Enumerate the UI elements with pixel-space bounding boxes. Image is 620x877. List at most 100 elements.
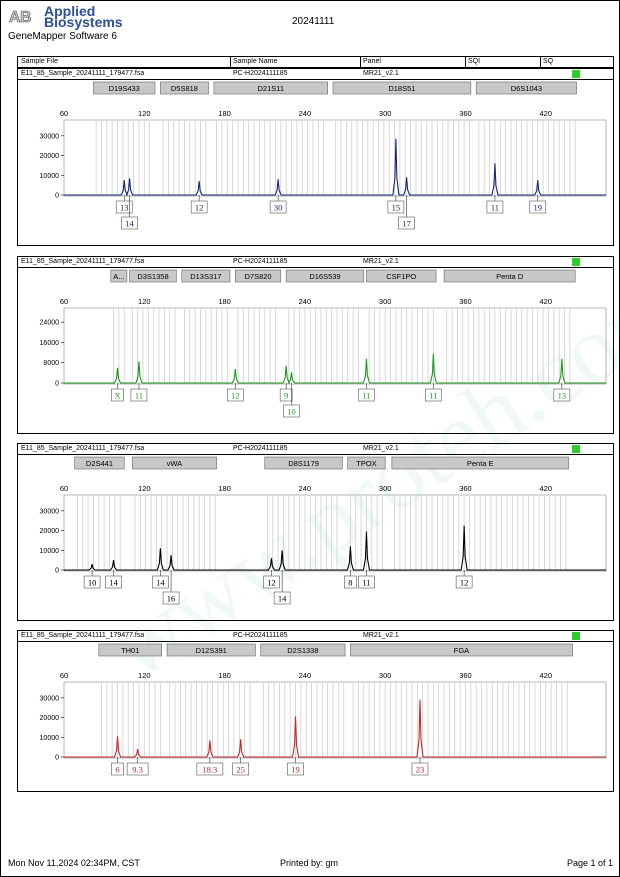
marker-label: D13S317 [190,272,221,281]
marker-bar: D21S11 [213,81,328,95]
allele-label: 8 [348,578,352,588]
marker-bar-rect [332,81,472,95]
marker-bar: Penta D [443,269,576,283]
x-tick-label: 60 [60,484,68,493]
col-sample-name: Sample Name [233,58,278,65]
allele-label: 11 [429,391,437,401]
allele-label: 25 [236,765,245,775]
x-tick-label: 240 [299,484,312,493]
marker-label: CSF1PO [386,272,416,281]
x-tick-label: 300 [379,671,392,680]
marker-label: A... [113,272,124,281]
allele-label: 12 [231,391,240,401]
marker-bar-rect [160,81,209,95]
marker-bar: CSF1PO [366,269,437,283]
electropherogram-panel-red: E11_85_Sample_20241111_179477.fsa PC-H20… [17,630,614,792]
electropherogram-panel-black: E11_85_Sample_20241111_179477.fsa PC-H20… [17,443,614,621]
allele-box [287,762,304,776]
allele-box [130,388,148,402]
plot-area [63,494,607,572]
marker-label: TH01 [121,646,139,655]
allele-box [196,762,224,776]
allele-box [486,200,504,214]
allele-box [398,216,415,230]
allele-label: 13 [120,203,129,213]
y-tick-label: 20000 [40,153,60,160]
applied-biosystems-logo: A B [8,6,44,26]
quality-flag [572,258,580,266]
marker-label: D2S441 [86,459,113,468]
signal-trace [64,699,606,758]
allele-label: 9.3 [132,765,143,775]
plot-area [63,119,607,197]
x-tick-label: 360 [459,109,472,118]
y-tick-label: 20000 [40,528,60,535]
x-tick-label: 360 [459,297,472,306]
allele-label: 9 [284,391,288,401]
run-date: 20241111 [292,16,335,27]
allele-call: 14 [121,195,138,230]
allele-label: 23 [416,765,425,775]
panel-name: MR21_v2.1 [363,632,399,639]
allele-label: 30 [274,203,283,213]
allele-call: 13 [115,195,133,214]
x-tick-label: 60 [60,109,68,118]
signal-trace [64,138,606,196]
marker-label: vWA [167,459,183,468]
y-tick-label: 10000 [40,735,60,742]
col-sample-file: Sample File [21,58,58,65]
marker-label: D16S539 [309,272,340,281]
allele-box [126,762,149,776]
x-tick-label: 180 [218,109,231,118]
marker-label: D21S11 [257,84,284,93]
allele-call: 12 [190,195,208,214]
allele-box [344,575,357,589]
allele-call: 19 [287,757,304,776]
allele-call: 11 [358,570,375,589]
x-tick-label: 180 [218,297,231,306]
marker-bar: FGA [350,643,573,657]
y-tick-label: 10000 [40,548,60,555]
sample-name: PC-H2024111185 [233,632,288,639]
plot-area [63,681,607,759]
marker-bar: A... [110,269,128,283]
panel-info-row: E11_85_Sample_20241111_179477.fsa PC-H20… [18,631,613,642]
marker-bar: D12S391 [166,643,256,657]
marker-label: TPOX [356,459,376,468]
allele-label: 19 [533,203,542,213]
x-tick-label: 60 [60,671,68,680]
allele-call: 6 [111,757,124,776]
marker-bar: D3S1358 [129,269,177,283]
allele-call: 23 [411,757,429,776]
allele-label: 11 [362,391,370,401]
allele-label: 18.3 [202,765,217,775]
allele-label: 6 [115,765,119,775]
panel-info-row: E11_85_Sample_20241111_179477.fsa PC-H20… [18,69,613,80]
allele-call: 12 [226,383,244,402]
allele-call: 18.3 [196,757,224,776]
marker-bar: TH01 [98,643,162,657]
allele-box [269,200,287,214]
panel-name: MR21_v2.1 [363,445,399,452]
app-title: GeneMapper Software 6 [8,31,117,42]
quality-flag [572,70,580,78]
allele-call: 9.3 [126,757,149,776]
svg-text:A: A [9,9,21,26]
sample-file: E11_85_Sample_20241111_179477.fsa [21,632,145,639]
sample-name: PC-H2024111185 [233,445,288,452]
y-tick-label: 20000 [40,715,60,722]
allele-box [190,200,208,214]
allele-call: 13 [553,383,571,402]
marker-bar: vWA [131,456,217,470]
marker-bar-rect [264,456,343,470]
x-tick-label: 120 [138,297,151,306]
allele-label: 11 [135,391,143,401]
allele-box [387,200,405,214]
electropherogram-panel-blue: E11_85_Sample_20241111_179477.fsa PC-H20… [17,68,614,246]
svg-text:B: B [20,9,32,26]
allele-call: 14 [273,570,291,605]
x-tick-label: 360 [459,484,472,493]
allele-label: 13 [558,391,567,401]
marker-label: D7S820 [244,272,271,281]
